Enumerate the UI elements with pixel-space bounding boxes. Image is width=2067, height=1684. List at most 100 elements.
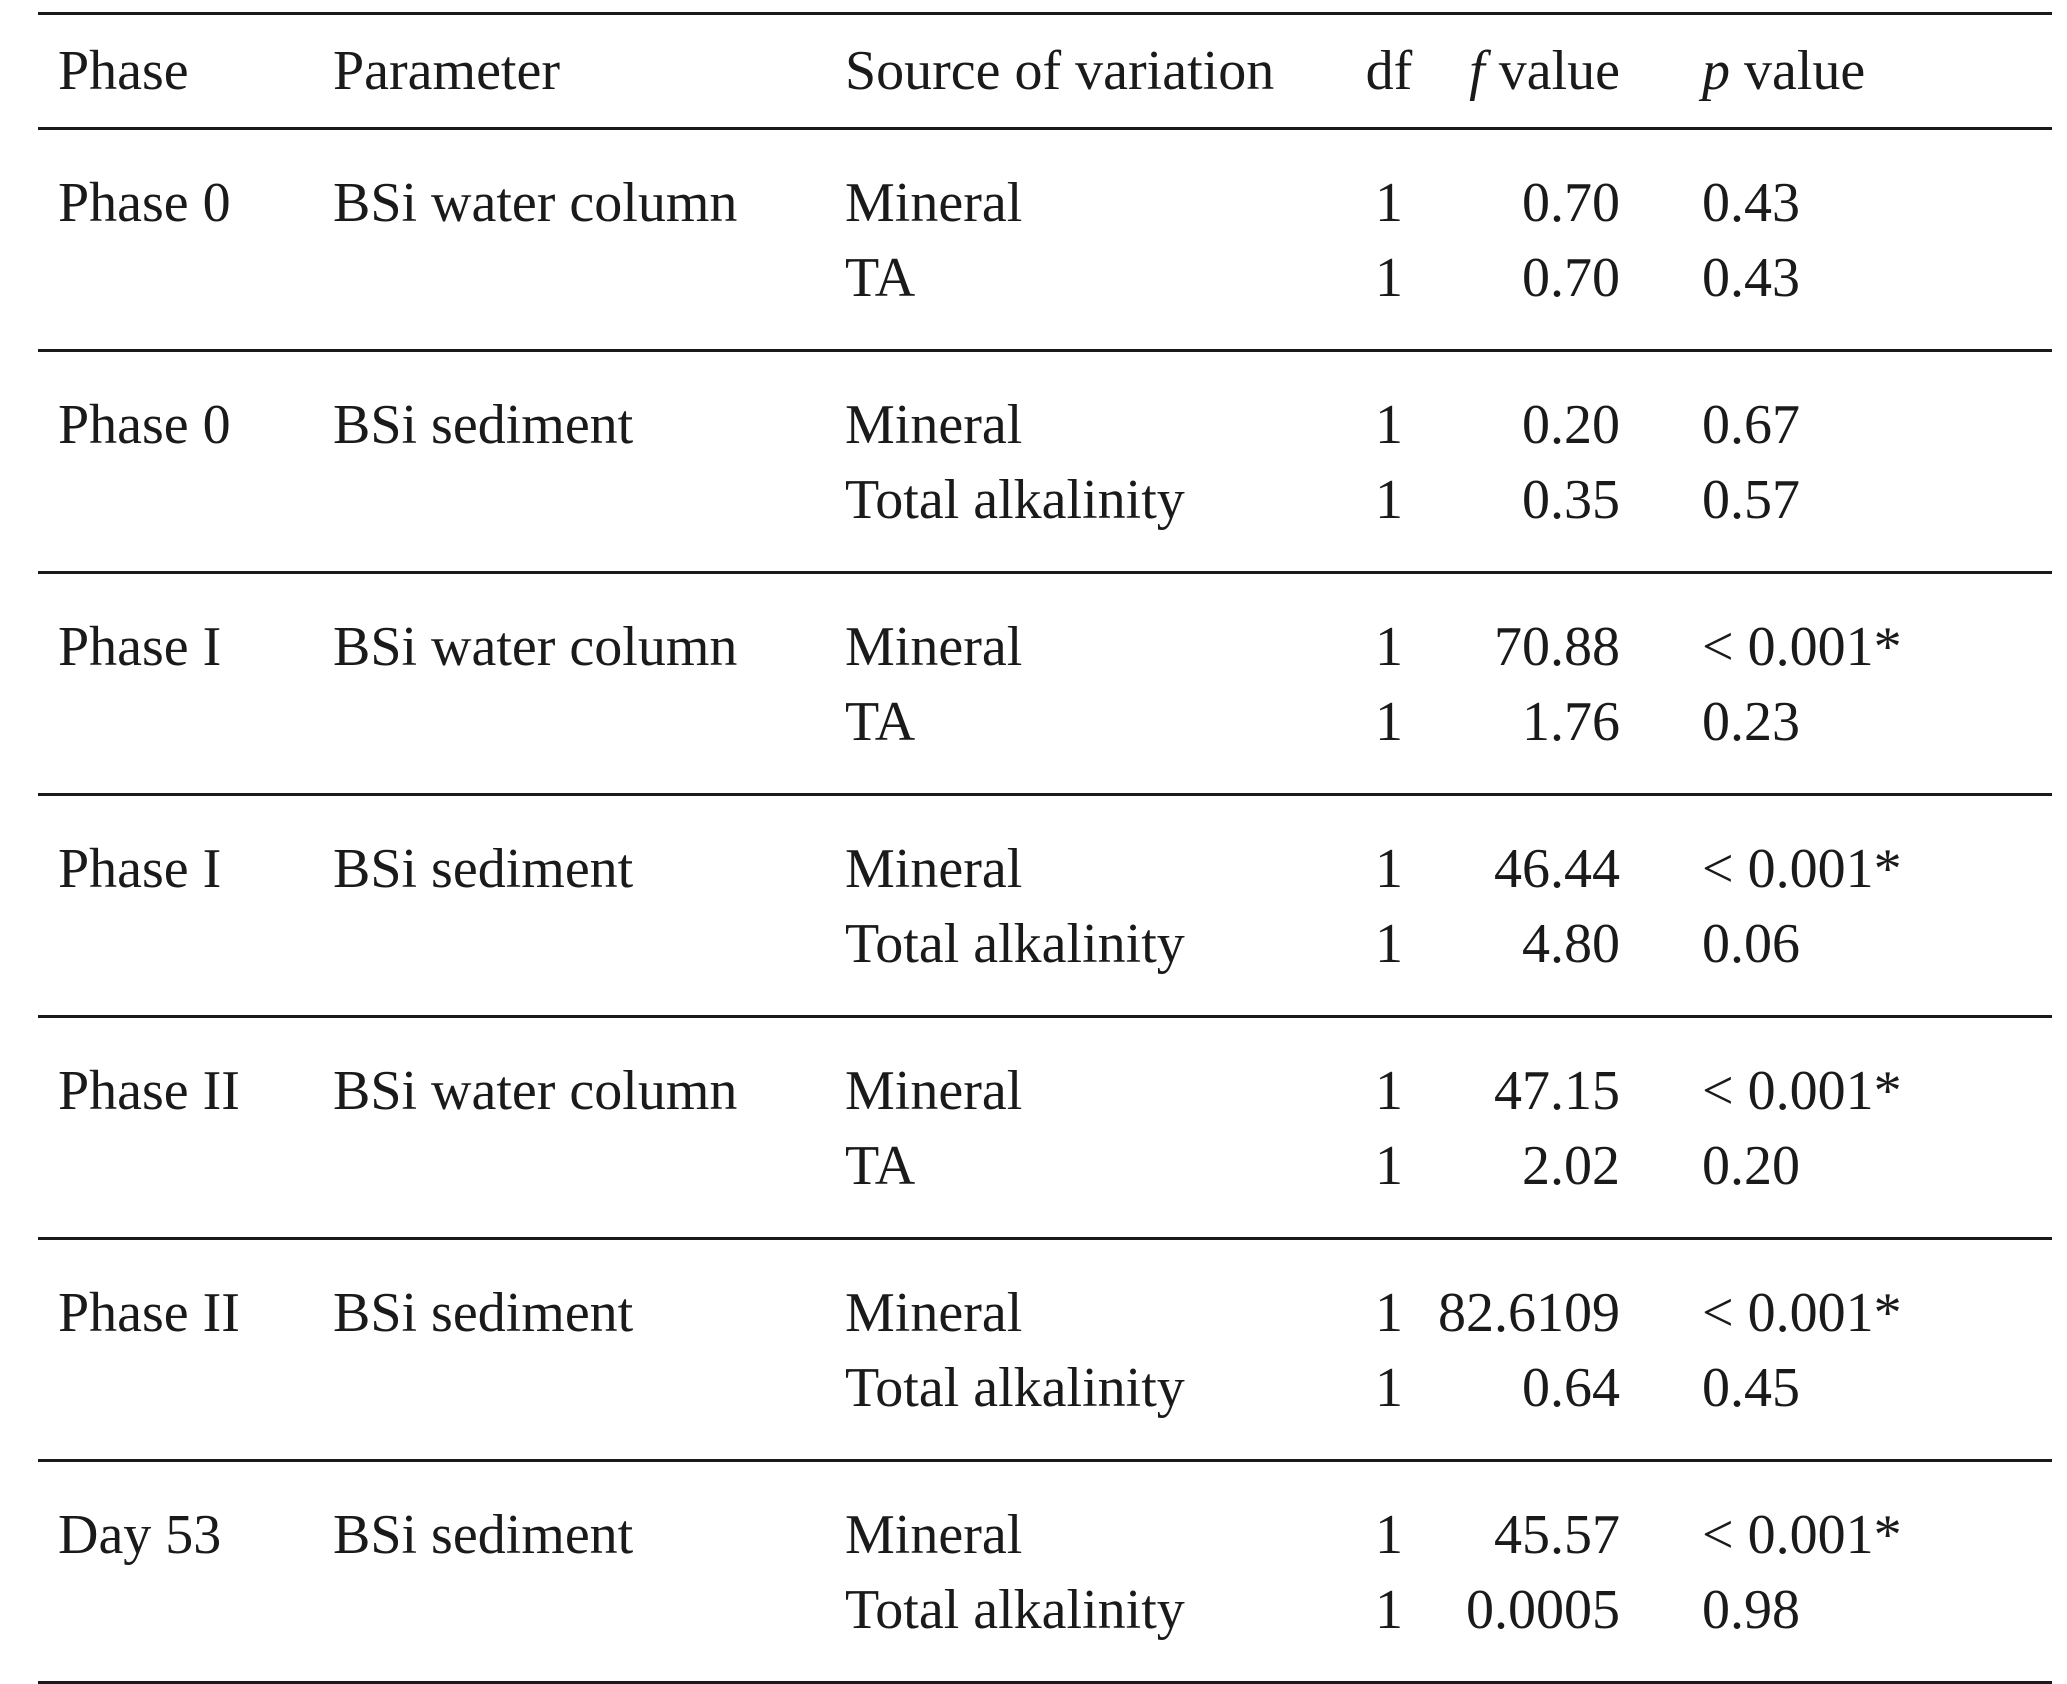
cell-p-value: 0.98 xyxy=(1702,1578,1800,1641)
table-row: Day 53 BSi sediment Mineral 1 45.57 < 0.001* xyxy=(38,1461,2052,1573)
header-f-symbol: f xyxy=(1469,40,1485,102)
anova-table: Phase Parameter Source of variation df f… xyxy=(38,12,2052,1684)
table-row: Phase 0 BSi sediment Mineral 1 0.20 0.67 xyxy=(38,351,2052,463)
cell-phase: Phase 0 xyxy=(58,171,231,234)
cell-p-value: < 0.001* xyxy=(1702,615,1902,678)
cell-p-value: < 0.001* xyxy=(1702,1281,1902,1344)
header-spacer xyxy=(1620,14,1702,129)
cell-spacer xyxy=(1620,129,1702,241)
cell-df: 1 xyxy=(1375,468,1403,531)
cell-phase: Phase 0 xyxy=(58,393,231,456)
header-f-suffix: value xyxy=(1498,40,1620,102)
cell-spacer xyxy=(1620,1350,1702,1461)
table-row-group: Phase I BSi water column Mineral 1 70.88 < 0.… xyxy=(38,573,2052,795)
cell-parameter: BSi sediment xyxy=(333,393,634,456)
cell-f-value: 0.64 xyxy=(1522,1356,1620,1419)
cell-df: 1 xyxy=(1375,1578,1403,1641)
cell-phase xyxy=(38,240,333,351)
cell-f-value: 45.57 xyxy=(1494,1503,1620,1566)
cell-phase: Phase I xyxy=(58,837,222,900)
table-row: Total alkalinity 1 0.0005 0.98 xyxy=(38,1572,2052,1683)
cell-source-of-variation: Total alkalinity xyxy=(845,1578,1185,1641)
cell-f-value: 0.20 xyxy=(1522,393,1620,456)
cell-p-value: 0.45 xyxy=(1702,1356,1800,1419)
cell-spacer xyxy=(1620,684,1702,795)
cell-parameter xyxy=(333,684,845,795)
cell-df: 1 xyxy=(1375,615,1403,678)
table-row-group: Phase II BSi sediment Mineral 1 82.6109 < 0.0… xyxy=(38,1239,2052,1461)
cell-df: 1 xyxy=(1375,1503,1403,1566)
header-source-of-variation: Source of variation xyxy=(845,40,1275,102)
cell-p-value: < 0.001* xyxy=(1702,837,1902,900)
header-p-value: p value xyxy=(1702,14,2052,129)
cell-spacer xyxy=(1620,573,1702,685)
cell-df: 1 xyxy=(1375,1356,1403,1419)
cell-phase: Phase II xyxy=(58,1059,240,1122)
cell-source-of-variation: Mineral xyxy=(845,1281,1023,1344)
cell-spacer xyxy=(1620,240,1702,351)
cell-parameter xyxy=(333,906,845,1017)
cell-p-value: < 0.001* xyxy=(1702,1503,1902,1566)
cell-source-of-variation: TA xyxy=(845,690,916,753)
table-row: Phase 0 BSi water column Mineral 1 0.70 0.43 xyxy=(38,129,2052,241)
cell-parameter: BSi water column xyxy=(333,615,738,678)
cell-parameter: BSi sediment xyxy=(333,1503,634,1566)
table-row: Total alkalinity 1 0.64 0.45 xyxy=(38,1350,2052,1461)
cell-parameter xyxy=(333,1572,845,1683)
cell-phase xyxy=(38,1128,333,1239)
cell-df: 1 xyxy=(1375,393,1403,456)
cell-f-value: 4.80 xyxy=(1522,912,1620,975)
cell-source-of-variation: Mineral xyxy=(845,1059,1023,1122)
cell-spacer xyxy=(1620,1572,1702,1683)
cell-source-of-variation: Total alkalinity xyxy=(845,468,1185,531)
cell-parameter xyxy=(333,462,845,573)
cell-p-value: 0.57 xyxy=(1702,468,1800,531)
cell-source-of-variation: Total alkalinity xyxy=(845,1356,1185,1419)
cell-f-value: 82.6109 xyxy=(1438,1281,1620,1344)
cell-p-value: 0.43 xyxy=(1702,246,1800,309)
cell-p-value: < 0.001* xyxy=(1702,1059,1902,1122)
cell-spacer xyxy=(1620,1128,1702,1239)
cell-f-value: 2.02 xyxy=(1522,1134,1620,1197)
cell-phase: Phase I xyxy=(58,615,222,678)
cell-spacer xyxy=(1620,1017,1702,1129)
cell-spacer xyxy=(1620,795,1702,907)
cell-df: 1 xyxy=(1375,246,1403,309)
cell-f-value: 70.88 xyxy=(1494,615,1620,678)
cell-source-of-variation: TA xyxy=(845,1134,916,1197)
cell-df: 1 xyxy=(1375,1059,1403,1122)
cell-f-value: 0.70 xyxy=(1522,171,1620,234)
cell-df: 1 xyxy=(1375,171,1403,234)
table-row: Phase I BSi sediment Mineral 1 46.44 < 0.001* xyxy=(38,795,2052,907)
header-parameter: Parameter xyxy=(333,40,560,102)
cell-df: 1 xyxy=(1375,1134,1403,1197)
cell-phase: Day 53 xyxy=(58,1503,222,1566)
cell-phase xyxy=(38,1350,333,1461)
cell-source-of-variation: Mineral xyxy=(845,393,1023,456)
cell-spacer xyxy=(1620,906,1702,1017)
header-p-suffix: value xyxy=(1744,40,1866,102)
table-row-group: Phase 0 BSi water column Mineral 1 0.70 0.43 T… xyxy=(38,129,2052,351)
cell-parameter xyxy=(333,1350,845,1461)
cell-parameter xyxy=(333,1128,845,1239)
cell-phase xyxy=(38,684,333,795)
cell-f-value: 46.44 xyxy=(1494,837,1620,900)
table-row: TA 1 2.02 0.20 xyxy=(38,1128,2052,1239)
cell-parameter: BSi water column xyxy=(333,1059,738,1122)
cell-parameter: BSi sediment xyxy=(333,837,634,900)
cell-f-value: 47.15 xyxy=(1494,1059,1620,1122)
cell-spacer xyxy=(1620,1239,1702,1351)
cell-phase xyxy=(38,462,333,573)
cell-p-value: 0.43 xyxy=(1702,171,1800,234)
table-header: Phase Parameter Source of variation df f… xyxy=(38,13,2052,129)
cell-df: 1 xyxy=(1375,690,1403,753)
cell-parameter: BSi sediment xyxy=(333,1281,634,1344)
table-row: TA 1 0.70 0.43 xyxy=(38,240,2052,351)
table-row: Phase II BSi sediment Mineral 1 82.6109 < 0.0… xyxy=(38,1239,2052,1351)
cell-p-value: 0.20 xyxy=(1702,1134,1800,1197)
cell-source-of-variation: Total alkalinity xyxy=(845,912,1185,975)
header-phase: Phase xyxy=(58,40,189,102)
header-df: df xyxy=(1365,40,1413,102)
cell-p-value: 0.06 xyxy=(1702,912,1800,975)
cell-df: 1 xyxy=(1375,837,1403,900)
